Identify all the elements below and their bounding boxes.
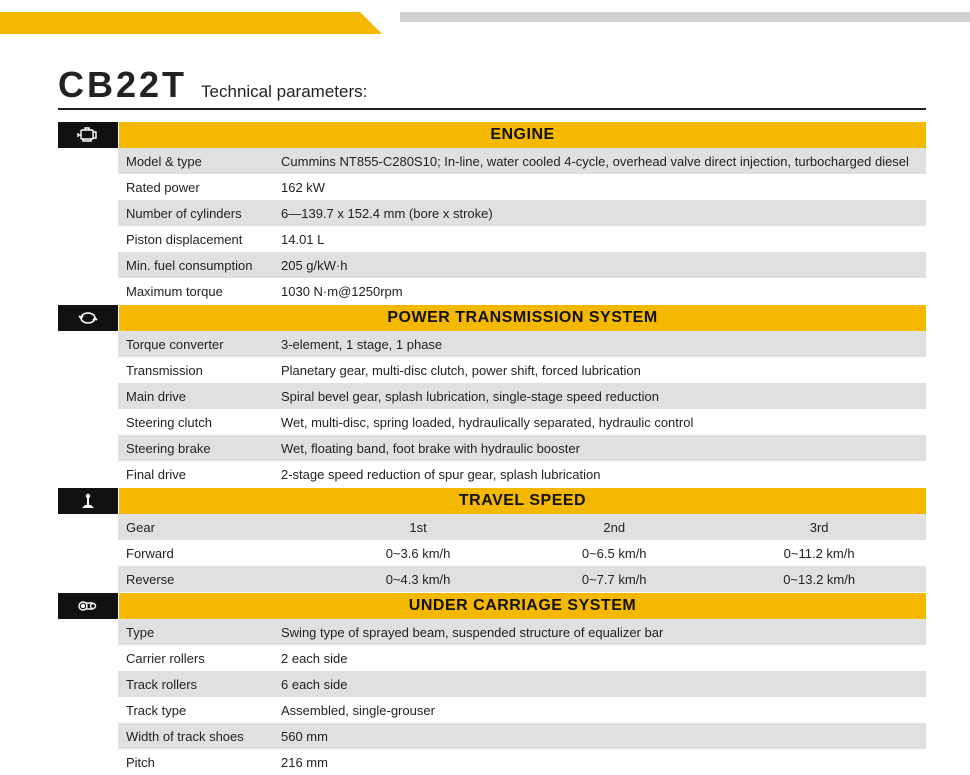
travel-speed-table: Gear 1st 2nd 3rd Forward 0~3.6 km/h 0~6.… — [58, 514, 926, 592]
column-header: 2nd — [516, 514, 712, 540]
spec-label: Steering clutch — [118, 409, 273, 435]
spec-label: Reverse — [118, 566, 320, 592]
table-row: Piston displacement14.01 L — [58, 226, 926, 252]
table-row: Pitch216 mm — [58, 749, 926, 775]
spec-label: Torque converter — [118, 331, 273, 357]
spec-value: 0~3.6 km/h — [320, 540, 516, 566]
spec-value: Cummins NT855-C280S10; In-line, water co… — [273, 148, 926, 174]
spec-label: Steering brake — [118, 435, 273, 461]
table-row: Maximum torque1030 N·m@1250rpm — [58, 278, 926, 304]
table-row: Steering brakeWet, floating band, foot b… — [58, 435, 926, 461]
cycle-icon — [58, 305, 118, 331]
spec-value: 2 each side — [273, 645, 926, 671]
track-icon — [58, 593, 118, 619]
section-header-undercarriage: UNDER CARRIAGE SYSTEM — [58, 593, 926, 619]
spec-label: Track rollers — [118, 671, 273, 697]
spec-value: 0~6.5 km/h — [516, 540, 712, 566]
table-row: Main driveSpiral bevel gear, splash lubr… — [58, 383, 926, 409]
engine-icon — [58, 122, 118, 148]
column-header: 3rd — [712, 514, 926, 540]
spec-label: Main drive — [118, 383, 273, 409]
yellow-tab — [0, 12, 360, 34]
spec-label: Min. fuel consumption — [118, 252, 273, 278]
table-row: TypeSwing type of sprayed beam, suspende… — [58, 619, 926, 645]
spec-value: 6 each side — [273, 671, 926, 697]
spec-label: Transmission — [118, 357, 273, 383]
spec-value: 205 g/kW·h — [273, 252, 926, 278]
gear-lever-icon — [58, 488, 118, 514]
spec-label: Final drive — [118, 461, 273, 487]
section-title-transmission: POWER TRANSMISSION SYSTEM — [119, 305, 926, 331]
spec-value: 0~13.2 km/h — [712, 566, 926, 592]
spec-value: Wet, multi-disc, spring loaded, hydrauli… — [273, 409, 926, 435]
spec-label: Number of cylinders — [118, 200, 273, 226]
gray-bar — [400, 12, 970, 22]
spec-value: 216 mm — [273, 749, 926, 775]
spec-value: 1030 N·m@1250rpm — [273, 278, 926, 304]
spec-label: Rated power — [118, 174, 273, 200]
section-title-undercarriage: UNDER CARRIAGE SYSTEM — [119, 593, 926, 619]
spec-value: 162 kW — [273, 174, 926, 200]
spec-label: Pitch — [118, 749, 273, 775]
table-row: Min. fuel consumption205 g/kW·h — [58, 252, 926, 278]
spec-value: Assembled, single-grouser — [273, 697, 926, 723]
spec-label: Maximum torque — [118, 278, 273, 304]
table-row: Forward 0~3.6 km/h 0~6.5 km/h 0~11.2 km/… — [58, 540, 926, 566]
table-row: Reverse 0~4.3 km/h 0~7.7 km/h 0~13.2 km/… — [58, 566, 926, 592]
undercarriage-table: TypeSwing type of sprayed beam, suspende… — [58, 619, 926, 775]
model-name: CB22T — [58, 64, 187, 106]
spec-label: Forward — [118, 540, 320, 566]
section-header-engine: ENGINE — [58, 122, 926, 148]
spec-value: 6—139.7 x 152.4 mm (bore x stroke) — [273, 200, 926, 226]
table-row: Final drive2-stage speed reduction of sp… — [58, 461, 926, 487]
spec-value: 0~7.7 km/h — [516, 566, 712, 592]
spec-label: Model & type — [118, 148, 273, 174]
spec-value: 2-stage speed reduction of spur gear, sp… — [273, 461, 926, 487]
spec-value: Wet, floating band, foot brake with hydr… — [273, 435, 926, 461]
spec-label: Piston displacement — [118, 226, 273, 252]
spec-value: 560 mm — [273, 723, 926, 749]
top-accent-bar — [0, 0, 970, 44]
section-header-travel-speed: TRAVEL SPEED — [58, 488, 926, 514]
table-row: TransmissionPlanetary gear, multi-disc c… — [58, 357, 926, 383]
table-row: Track rollers6 each side — [58, 671, 926, 697]
table-row: Model & typeCummins NT855-C280S10; In-li… — [58, 148, 926, 174]
table-row: Steering clutchWet, multi-disc, spring l… — [58, 409, 926, 435]
engine-table: Model & typeCummins NT855-C280S10; In-li… — [58, 148, 926, 304]
table-row: Track typeAssembled, single-grouser — [58, 697, 926, 723]
section-header-transmission: POWER TRANSMISSION SYSTEM — [58, 305, 926, 331]
page-subtitle: Technical parameters: — [201, 82, 367, 102]
spec-label: Width of track shoes — [118, 723, 273, 749]
section-title-engine: ENGINE — [119, 122, 926, 148]
table-row: Width of track shoes560 mm — [58, 723, 926, 749]
table-row: Rated power162 kW — [58, 174, 926, 200]
spec-value: 0~11.2 km/h — [712, 540, 926, 566]
spec-value: Planetary gear, multi-disc clutch, power… — [273, 357, 926, 383]
spec-value: 3-element, 1 stage, 1 phase — [273, 331, 926, 357]
page-heading: CB22T Technical parameters: — [58, 64, 926, 110]
spec-content: ENGINE Model & typeCummins NT855-C280S10… — [58, 122, 926, 775]
spec-label: Type — [118, 619, 273, 645]
spec-value: Swing type of sprayed beam, suspended st… — [273, 619, 926, 645]
transmission-table: Torque converter3-element, 1 stage, 1 ph… — [58, 331, 926, 487]
spec-label: Carrier rollers — [118, 645, 273, 671]
section-title-travel-speed: TRAVEL SPEED — [119, 488, 926, 514]
column-header: Gear — [118, 514, 320, 540]
spec-label: Track type — [118, 697, 273, 723]
table-row: Number of cylinders6—139.7 x 152.4 mm (b… — [58, 200, 926, 226]
table-header-row: Gear 1st 2nd 3rd — [58, 514, 926, 540]
spec-value: 14.01 L — [273, 226, 926, 252]
spec-value: 0~4.3 km/h — [320, 566, 516, 592]
column-header: 1st — [320, 514, 516, 540]
table-row: Carrier rollers2 each side — [58, 645, 926, 671]
spec-value: Spiral bevel gear, splash lubrication, s… — [273, 383, 926, 409]
table-row: Torque converter3-element, 1 stage, 1 ph… — [58, 331, 926, 357]
